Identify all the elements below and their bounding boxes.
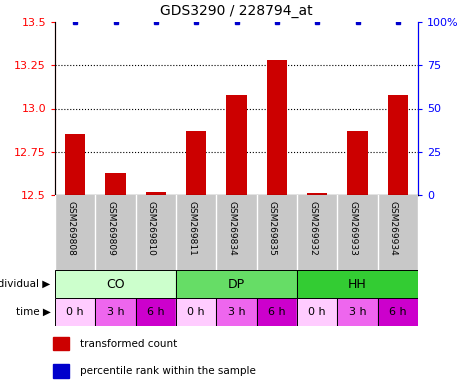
Bar — [347, 131, 367, 195]
Text: GSM269933: GSM269933 — [348, 201, 357, 256]
Text: GSM269835: GSM269835 — [267, 201, 276, 256]
Bar — [297, 298, 336, 326]
Bar — [256, 298, 297, 326]
Text: GSM269809: GSM269809 — [106, 201, 115, 256]
Bar — [135, 298, 176, 326]
Text: 0 h: 0 h — [187, 307, 205, 317]
Text: GSM269811: GSM269811 — [187, 201, 196, 256]
Bar — [55, 270, 176, 298]
Bar — [226, 95, 246, 195]
Text: percentile rank within the sample: percentile rank within the sample — [80, 366, 256, 376]
Bar — [135, 298, 176, 326]
Text: 6 h: 6 h — [388, 307, 406, 317]
Text: GSM269934: GSM269934 — [388, 201, 397, 256]
Text: 3 h: 3 h — [348, 307, 365, 317]
Bar — [95, 298, 135, 326]
Text: GSM269834: GSM269834 — [227, 201, 236, 256]
Text: DP: DP — [228, 278, 245, 291]
Text: 0 h: 0 h — [66, 307, 84, 317]
Text: time ▶: time ▶ — [16, 307, 50, 317]
Bar — [176, 270, 297, 298]
Bar — [256, 298, 297, 326]
Bar — [307, 193, 326, 195]
Text: GSM269810: GSM269810 — [146, 201, 156, 256]
Text: GSM269932: GSM269932 — [308, 201, 316, 256]
Bar — [55, 298, 95, 326]
Bar — [65, 134, 85, 195]
Bar — [53, 337, 68, 351]
Bar — [297, 298, 336, 326]
Bar — [186, 131, 206, 195]
Bar — [377, 298, 417, 326]
Text: 3 h: 3 h — [106, 307, 124, 317]
Bar — [176, 298, 216, 326]
Bar — [105, 172, 125, 195]
Text: transformed count: transformed count — [80, 339, 177, 349]
Text: 3 h: 3 h — [227, 307, 245, 317]
Bar — [53, 364, 68, 377]
Bar — [297, 270, 417, 298]
Bar — [176, 298, 216, 326]
Bar — [377, 298, 417, 326]
Bar — [387, 95, 407, 195]
Bar — [55, 298, 95, 326]
Bar — [297, 270, 417, 298]
Bar — [216, 298, 256, 326]
Bar — [146, 192, 166, 195]
Bar — [95, 298, 135, 326]
Bar — [176, 270, 297, 298]
Bar — [216, 298, 256, 326]
Text: HH: HH — [347, 278, 366, 291]
Bar — [55, 270, 176, 298]
Text: 6 h: 6 h — [268, 307, 285, 317]
Text: individual ▶: individual ▶ — [0, 279, 50, 289]
Text: CO: CO — [106, 278, 124, 291]
Text: GSM269808: GSM269808 — [66, 201, 75, 256]
Bar — [266, 60, 286, 195]
Text: 6 h: 6 h — [147, 307, 164, 317]
Bar — [336, 298, 377, 326]
Text: 0 h: 0 h — [308, 307, 325, 317]
Bar — [336, 298, 377, 326]
Title: GDS3290 / 228794_at: GDS3290 / 228794_at — [160, 4, 312, 18]
